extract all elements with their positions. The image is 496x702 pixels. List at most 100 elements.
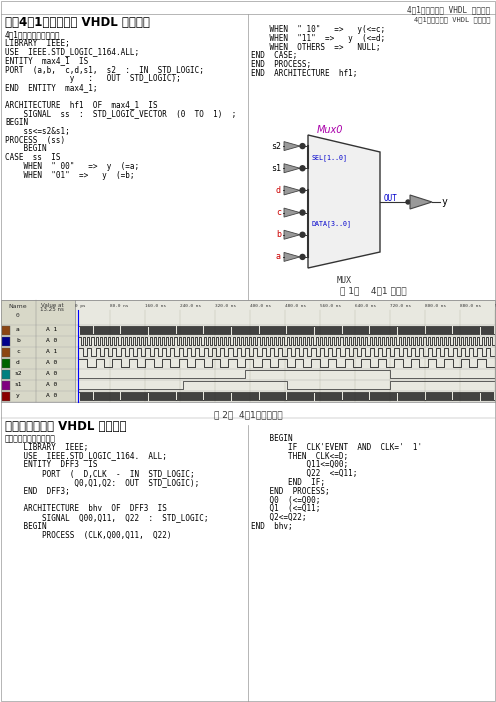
Text: 880.0 ns: 880.0 ns: [460, 304, 481, 308]
Text: ARCHITECTURE  hf1  OF  max4_1  IS: ARCHITECTURE hf1 OF max4_1 IS: [5, 100, 158, 110]
Text: b: b: [16, 338, 20, 343]
FancyBboxPatch shape: [2, 392, 10, 401]
Polygon shape: [284, 230, 300, 239]
Text: ARCHITECTURE  bhv  OF  DFF3  IS: ARCHITECTURE bhv OF DFF3 IS: [5, 505, 167, 513]
Text: 4选1多路选择器 VHDL 语言设计: 4选1多路选择器 VHDL 语言设计: [414, 16, 490, 22]
Text: SIGNAL  Q00,Q11,  Q22  :  STD_LOGIC;: SIGNAL Q00,Q11, Q22 : STD_LOGIC;: [5, 513, 208, 522]
Text: 0 ps: 0 ps: [75, 304, 85, 308]
Text: ENTITY  DFF3  IS: ENTITY DFF3 IS: [5, 461, 98, 470]
Text: THEN  CLK<=D;: THEN CLK<=D;: [251, 451, 348, 461]
Text: y   :   OUT  STD_LOGIC);: y : OUT STD_LOGIC);: [5, 74, 181, 83]
Text: 240.0 ns: 240.0 ns: [180, 304, 201, 308]
Text: END  PROCESS;: END PROCESS;: [251, 486, 330, 496]
Polygon shape: [410, 195, 432, 209]
Text: Q1  (<=Q11;: Q1 (<=Q11;: [251, 505, 320, 513]
Polygon shape: [284, 208, 300, 217]
Text: PORT  (a,b,  c,d,s1,  s2  :  IN  STD_LOGIC;: PORT (a,b, c,d,s1, s2 : IN STD_LOGIC;: [5, 65, 204, 74]
Text: 160.0 ns: 160.0 ns: [145, 304, 166, 308]
Text: Mux0: Mux0: [317, 125, 343, 135]
Text: LIBRARY  IEEE;: LIBRARY IEEE;: [5, 39, 70, 48]
Text: END  PROCESS;: END PROCESS;: [251, 60, 311, 69]
Text: 4选1多路选择器 VHDL 语言设计: 4选1多路选择器 VHDL 语言设计: [407, 5, 490, 14]
Text: END  DFF3;: END DFF3;: [5, 486, 70, 496]
Text: ENTITY  max4_1  IS: ENTITY max4_1 IS: [5, 56, 88, 65]
Text: BEGIN: BEGIN: [5, 145, 47, 154]
Polygon shape: [284, 186, 300, 195]
Text: d: d: [16, 360, 20, 365]
Text: 800.0 ns: 800.0 ns: [425, 304, 446, 308]
Text: Q11<=Q00;: Q11<=Q00;: [251, 461, 348, 470]
Text: 9: 9: [495, 304, 496, 308]
Text: s1: s1: [271, 164, 281, 173]
Text: 320.0 ns: 320.0 ns: [215, 304, 236, 308]
Text: d: d: [276, 186, 281, 195]
Text: Name: Name: [9, 304, 27, 309]
Text: A 1: A 1: [46, 349, 58, 354]
Text: PROCESS  (CLK,Q00,Q11,  Q22): PROCESS (CLK,Q00,Q11, Q22): [5, 531, 172, 540]
Text: 二．三位触发器 VHDL 语言设计: 二．三位触发器 VHDL 语言设计: [5, 420, 126, 433]
Polygon shape: [284, 164, 300, 173]
Text: A 0: A 0: [46, 360, 58, 365]
Text: WHEN  " 10"   =>   y(<=c;: WHEN " 10" => y(<=c;: [251, 25, 385, 34]
Text: END  ENTITY  max4_1;: END ENTITY max4_1;: [5, 83, 98, 92]
Text: WHEN  "01"  =>   y  (=b;: WHEN "01" => y (=b;: [5, 171, 134, 180]
Polygon shape: [308, 135, 380, 268]
Circle shape: [300, 166, 305, 171]
Text: WHEN  OTHERS  =>   NULL;: WHEN OTHERS => NULL;: [251, 43, 380, 52]
Text: A 0: A 0: [46, 393, 58, 398]
Text: 13.25 ns: 13.25 ns: [40, 307, 64, 312]
Circle shape: [406, 200, 410, 204]
Text: s2: s2: [14, 371, 22, 376]
Text: LIBRARY  IEEE;: LIBRARY IEEE;: [5, 443, 88, 452]
Text: y: y: [16, 393, 20, 398]
Text: 400.0 ns: 400.0 ns: [250, 304, 271, 308]
Text: CASE  ss  IS: CASE ss IS: [5, 153, 61, 162]
Text: A 0: A 0: [46, 338, 58, 343]
Text: A 1: A 1: [46, 327, 58, 332]
Text: c: c: [16, 349, 20, 354]
Text: 640.0 ns: 640.0 ns: [355, 304, 376, 308]
Circle shape: [300, 144, 305, 149]
Text: Value at: Value at: [41, 303, 63, 308]
Text: 720.0 ns: 720.0 ns: [390, 304, 411, 308]
Text: OUT: OUT: [384, 194, 398, 203]
Text: IF  CLK'EVENT  AND  CLK='  1': IF CLK'EVENT AND CLK=' 1': [251, 443, 422, 452]
Text: USE  IEEE.STD_LOGIC_1164.ALL;: USE IEEE.STD_LOGIC_1164.ALL;: [5, 48, 139, 57]
Text: END  bhv;: END bhv;: [251, 522, 293, 531]
Text: END  CASE;: END CASE;: [251, 51, 297, 60]
Text: 三位触发器设计源代码：: 三位触发器设计源代码：: [5, 434, 56, 443]
Text: END  IF;: END IF;: [251, 478, 325, 487]
Text: USE  IEEE.STD_LOGIC_1164.  ALL;: USE IEEE.STD_LOGIC_1164. ALL;: [5, 451, 167, 461]
FancyBboxPatch shape: [2, 381, 10, 390]
Text: A 0: A 0: [46, 382, 58, 387]
Text: BEGIN: BEGIN: [5, 522, 47, 531]
Text: 80.0 ns: 80.0 ns: [110, 304, 128, 308]
Text: a: a: [276, 253, 281, 261]
Text: END  ARCHITECTURE  hf1;: END ARCHITECTURE hf1;: [251, 69, 358, 78]
Text: Q22  <=Q11;: Q22 <=Q11;: [251, 469, 358, 478]
Text: DATA[3..0]: DATA[3..0]: [312, 220, 352, 227]
Text: Q0,Q1,Q2:  OUT  STD_LOGIC);: Q0,Q1,Q2: OUT STD_LOGIC);: [5, 478, 199, 487]
Text: WHEN  "11"  =>   y  (<=d;: WHEN "11" => y (<=d;: [251, 34, 385, 43]
Circle shape: [300, 254, 305, 260]
Text: Q2<=Q22;: Q2<=Q22;: [251, 513, 307, 522]
Polygon shape: [284, 253, 300, 261]
Circle shape: [300, 232, 305, 237]
Text: a: a: [16, 327, 20, 332]
Text: 图 1．    4选1 电路图: 图 1． 4选1 电路图: [340, 286, 407, 295]
FancyBboxPatch shape: [2, 337, 10, 346]
Text: ss<=s2&s1;: ss<=s2&s1;: [5, 127, 70, 135]
Text: BEGIN: BEGIN: [251, 434, 293, 443]
Text: Q0  (<=Q00;: Q0 (<=Q00;: [251, 496, 320, 505]
FancyBboxPatch shape: [2, 326, 10, 335]
Text: 4选1多路选择器源代码：: 4选1多路选择器源代码：: [5, 30, 61, 39]
Text: A 0: A 0: [46, 371, 58, 376]
Text: PROCESS  (ss): PROCESS (ss): [5, 135, 65, 145]
Text: s2: s2: [271, 142, 281, 151]
FancyBboxPatch shape: [2, 348, 10, 357]
Text: 一．4选1多路选择器 VHDL 语言设计: 一．4选1多路选择器 VHDL 语言设计: [5, 16, 150, 29]
Circle shape: [300, 188, 305, 193]
FancyBboxPatch shape: [1, 300, 75, 402]
Text: SIGNAL  ss  :  STD_LOGIC_VECTOR  (0  TO  1)  ;: SIGNAL ss : STD_LOGIC_VECTOR (0 TO 1) ;: [5, 110, 236, 118]
FancyBboxPatch shape: [1, 300, 495, 402]
